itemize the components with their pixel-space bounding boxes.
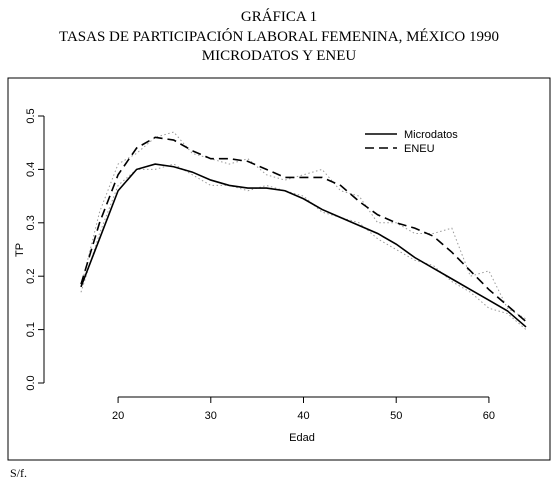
chart-title: TASAS DE PARTICIPACIÓN LABORAL FEMENINA,… xyxy=(59,28,499,45)
x-tick-label: 40 xyxy=(297,410,309,422)
frame xyxy=(7,77,551,461)
x-tick-label: 20 xyxy=(112,410,124,422)
legend-label: ENEU xyxy=(404,143,435,155)
y-tick-label: 0.1 xyxy=(25,322,37,337)
y-tick-label: 0.2 xyxy=(25,269,37,284)
y-tick-label: 0.4 xyxy=(25,162,37,177)
x-axis-label: Edad xyxy=(289,432,315,444)
series-line xyxy=(80,136,527,323)
chart-title: MICRODATOS Y ENEU xyxy=(202,48,357,64)
y-tick-label: 0.3 xyxy=(25,215,37,230)
legend-label: Microdatos xyxy=(404,129,458,141)
x-tick-label: 30 xyxy=(205,410,217,422)
chart-title: GRÁFICA 1 xyxy=(241,8,317,25)
series-line xyxy=(80,163,527,328)
series-line xyxy=(80,163,527,330)
note: S/f. xyxy=(10,466,27,480)
y-tick-label: 0.0 xyxy=(25,375,37,390)
x-tick-label: 50 xyxy=(390,410,402,422)
y-tick-label: 0.5 xyxy=(25,108,37,123)
y-axis-label: TP xyxy=(14,243,26,257)
x-tick-label: 60 xyxy=(483,410,495,422)
series-line xyxy=(80,131,527,320)
